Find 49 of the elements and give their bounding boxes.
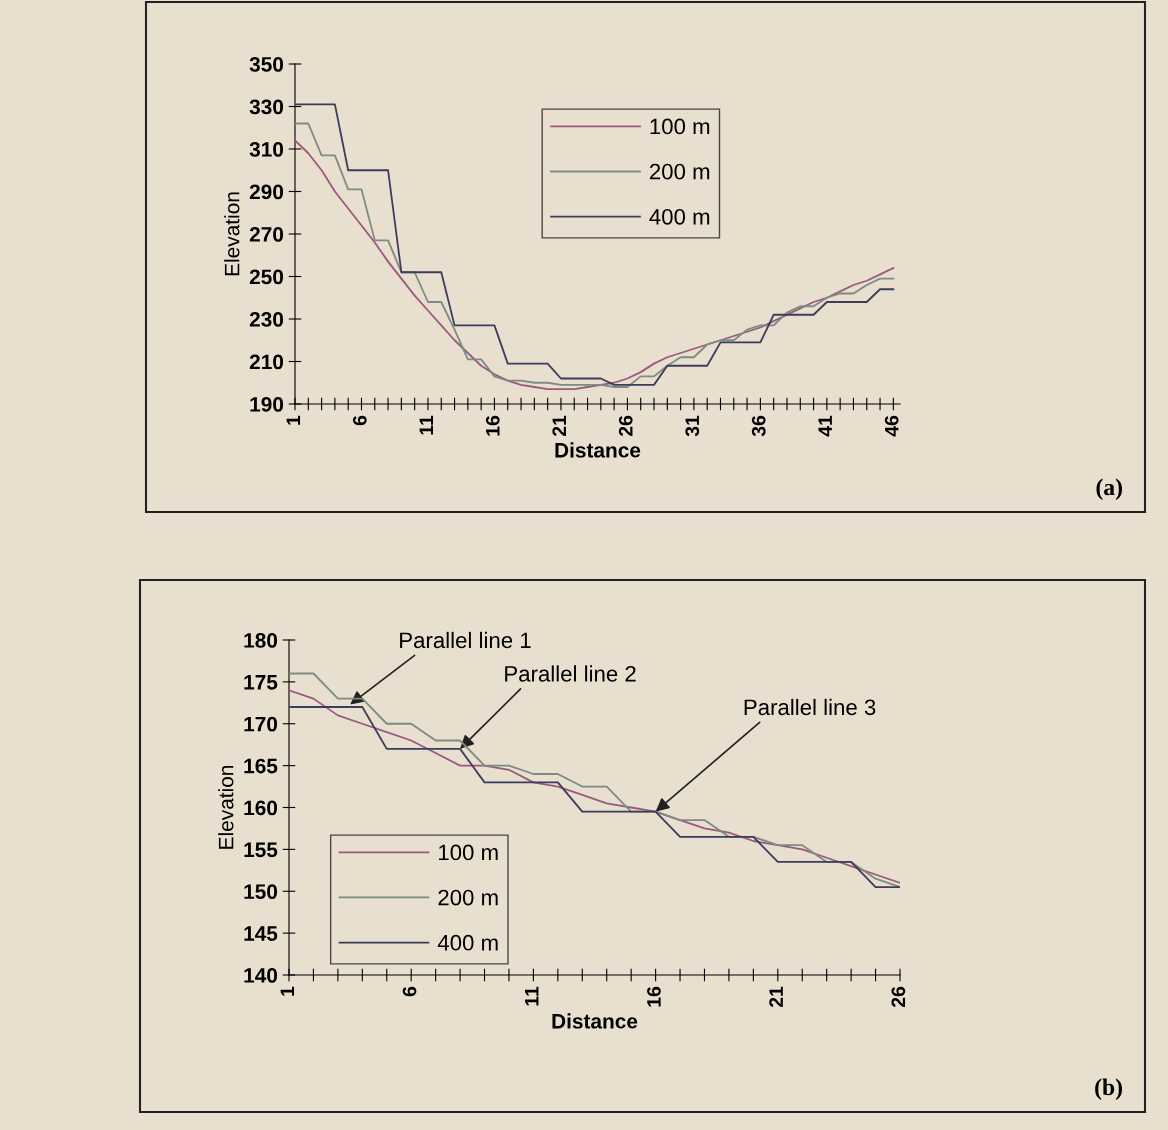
y-tick-label: 150	[244, 884, 278, 899]
y-tick-label: 210	[249, 354, 284, 370]
x-axis-title: Distance	[555, 442, 641, 458]
x-tick-label: 31	[685, 415, 700, 437]
y-tick-label: 230	[249, 312, 284, 327]
x-tick-label: 11	[525, 986, 539, 1006]
x-tick-label: 11	[419, 415, 433, 435]
legend-label: 100 m	[650, 118, 710, 135]
y-tick-label: 330	[249, 99, 284, 115]
x-tick-label: 26	[891, 986, 906, 1008]
x-tick-label: 6	[352, 415, 367, 426]
y-tick-label: 250	[249, 269, 284, 285]
x-tick-label: 36	[751, 415, 766, 437]
legend-label: 400 m	[437, 934, 498, 951]
y-tick-label: 175	[244, 675, 278, 690]
annotation: Parallel line 1	[400, 631, 531, 649]
x-axis-title: Distance	[552, 1013, 638, 1029]
x-tick-label: 1	[280, 986, 295, 996]
y-tick-label: 290	[249, 184, 284, 200]
x-tick-label: 6	[402, 986, 417, 997]
x-tick-label: 46	[884, 415, 899, 437]
y-tick-label: 155	[244, 842, 278, 858]
y-tick-label: 160	[244, 800, 278, 816]
x-tick-label: 41	[818, 415, 832, 437]
y-tick-label: 350	[249, 57, 284, 72]
annotation: Parallel line 3	[744, 698, 876, 716]
annotation: Parallel line 2	[505, 665, 636, 682]
y-tick-label: 140	[244, 968, 278, 983]
legend-label: 400 m	[649, 208, 710, 225]
x-tick-label: 21	[552, 415, 566, 437]
y-axis-title: Elevation	[218, 766, 234, 849]
x-tick-label: 1	[286, 415, 301, 425]
y-tick-label: 180	[244, 633, 278, 648]
x-tick-label: 21	[769, 986, 783, 1008]
x-tick-label: 26	[618, 415, 633, 437]
x-tick-label: 16	[485, 415, 500, 436]
text: (a)	[1096, 478, 1122, 500]
y-tick-label: 270	[249, 227, 284, 242]
y-tick-label: 190	[250, 397, 284, 412]
legend-label: 100 m	[439, 844, 498, 861]
y-axis-title: Elevation	[224, 192, 240, 276]
y-tick-label: 165	[244, 758, 278, 774]
y-tick-label: 170	[244, 716, 278, 732]
text: (b)	[1095, 1078, 1122, 1100]
legend-label: 200 m	[649, 163, 710, 180]
legend-label: 200 m	[438, 889, 498, 906]
y-tick-label: 310	[249, 142, 284, 157]
x-tick-label: 16	[647, 986, 661, 1007]
y-tick-label: 145	[244, 926, 278, 941]
